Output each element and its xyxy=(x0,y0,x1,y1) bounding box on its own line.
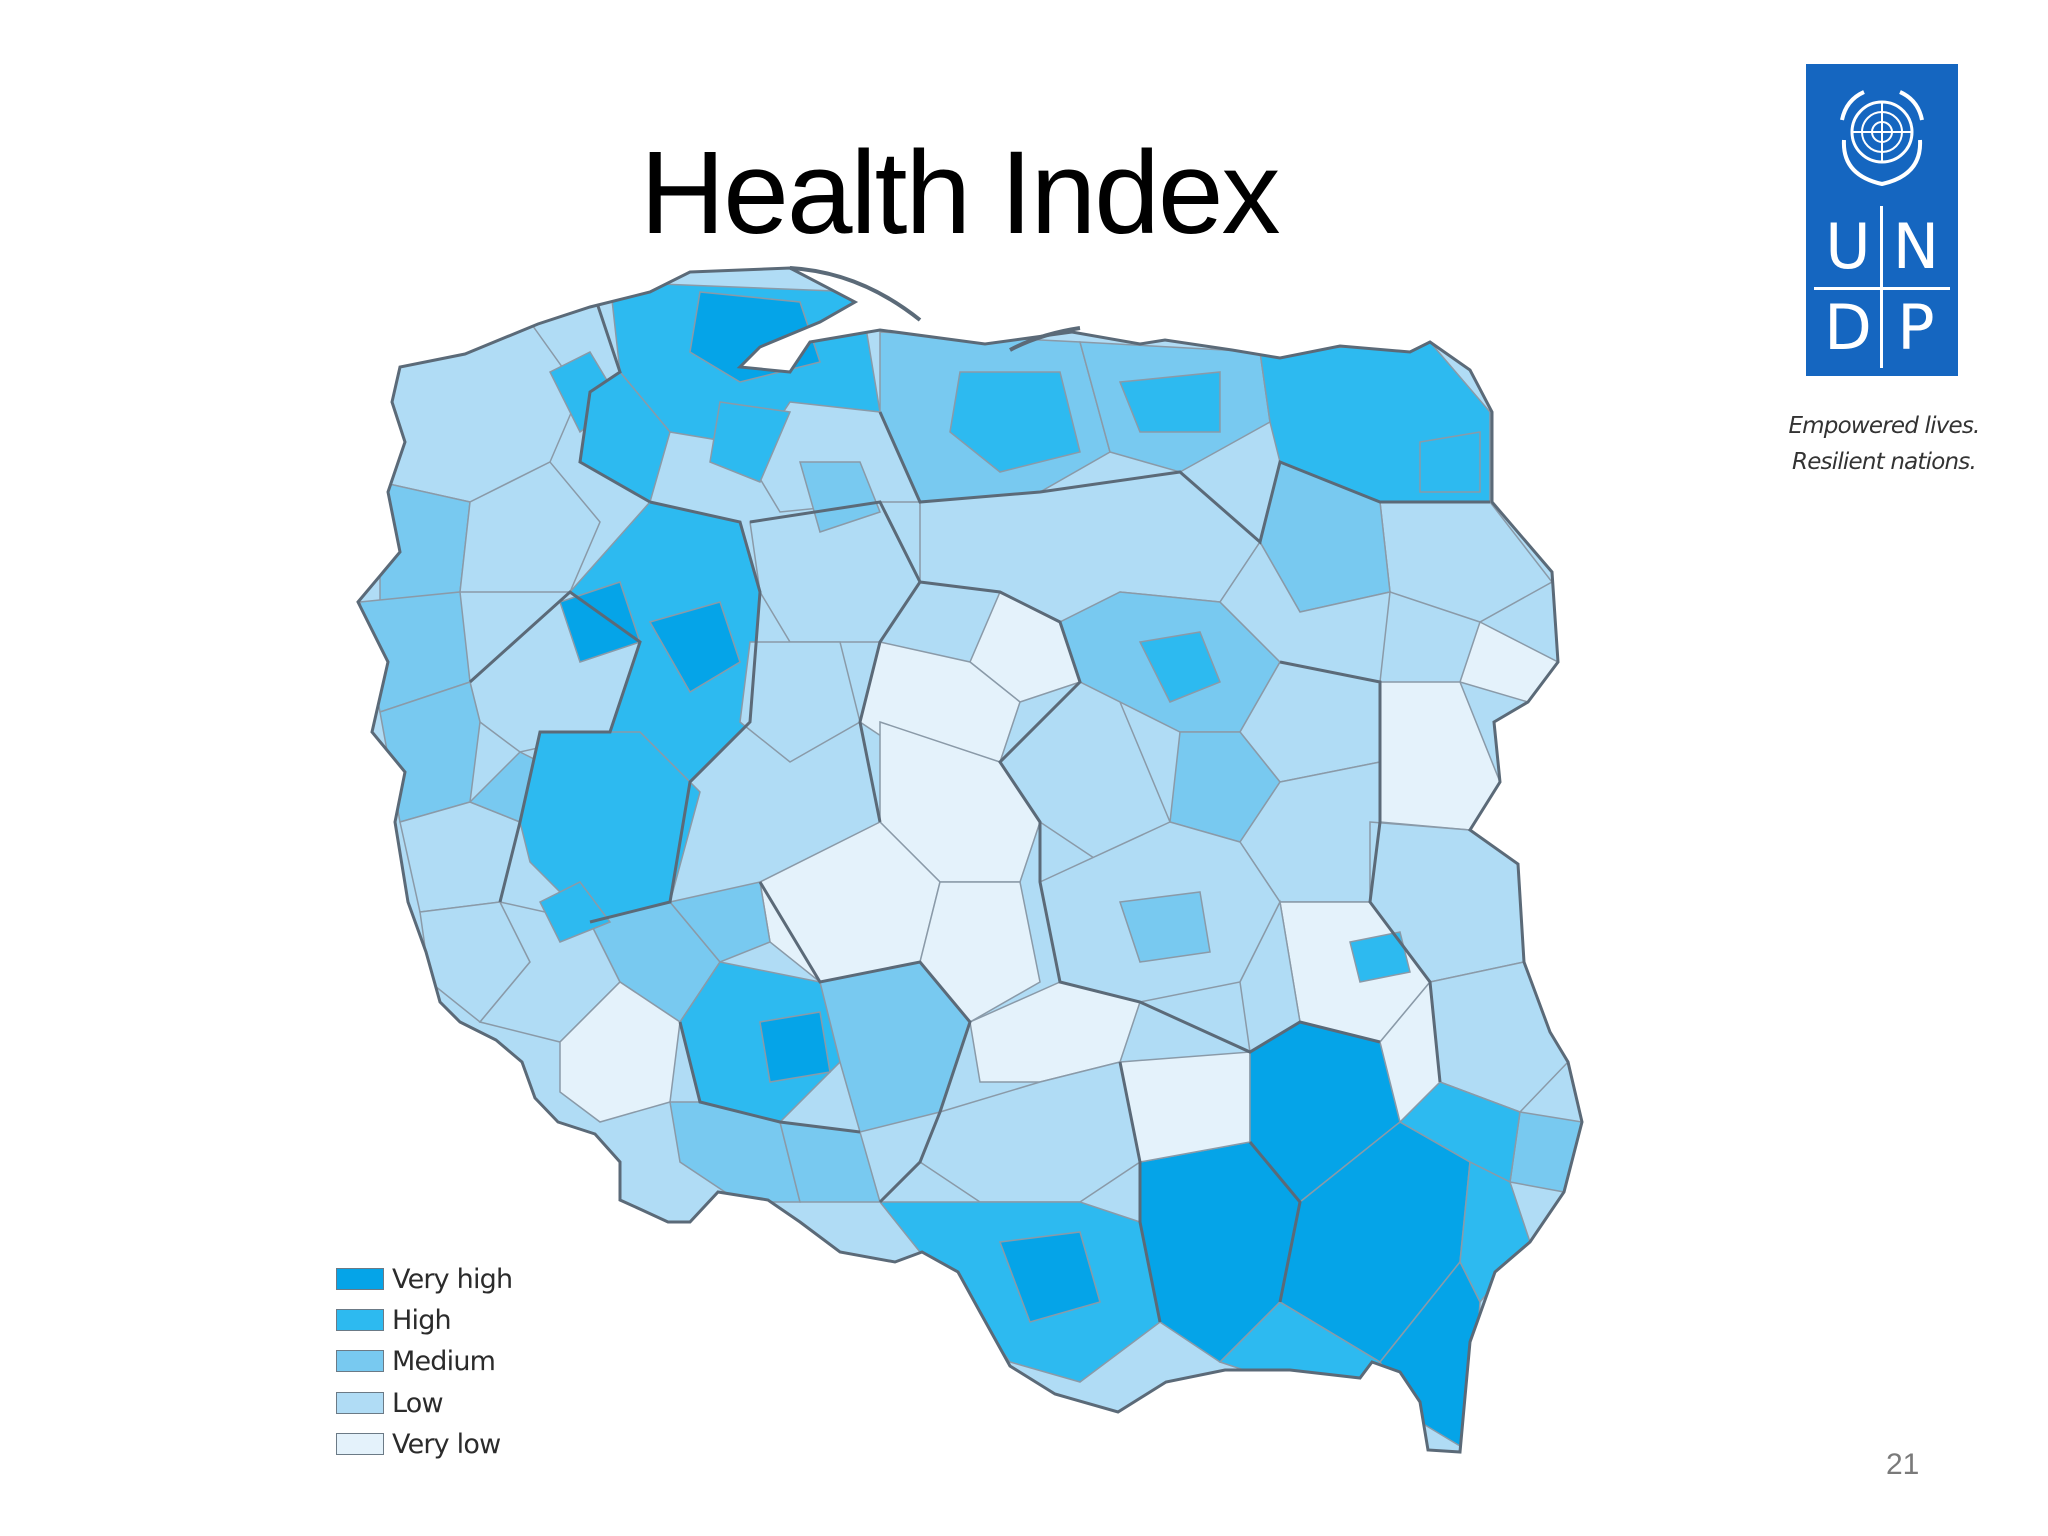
legend-swatch-low xyxy=(336,1392,384,1414)
legend-item-high: High xyxy=(336,1301,576,1341)
health-index-map xyxy=(320,262,1630,1472)
map-legend: Very high High Medium Low Very low xyxy=(336,1260,576,1460)
logo-letter-p: P xyxy=(1897,291,1935,364)
undp-letters: U N D P xyxy=(1814,206,1950,368)
tagline-line-1: Empowered lives. xyxy=(1788,413,1980,439)
legend-swatch-very-low xyxy=(336,1433,384,1455)
poland-map-svg xyxy=(356,266,1584,1454)
slide-title: Health Index xyxy=(640,127,1281,259)
page-number: 21 xyxy=(1886,1448,1920,1481)
logo-letter-u: U xyxy=(1825,210,1871,283)
legend-swatch-very-high xyxy=(336,1268,384,1290)
legend-label-very-high: Very high xyxy=(392,1264,513,1295)
legend-swatch-high xyxy=(336,1309,384,1331)
logo-letter-d: D xyxy=(1824,291,1872,364)
legend-label-low: Low xyxy=(392,1388,444,1419)
logo-letter-n: N xyxy=(1892,210,1940,283)
undp-tagline: Empowered lives. Resilient nations. xyxy=(1774,408,1994,480)
un-emblem-icon xyxy=(1840,90,1924,187)
legend-label-very-low: Very low xyxy=(392,1429,501,1460)
tagline-line-2: Resilient nations. xyxy=(1792,449,1977,475)
undp-logo: U N D P xyxy=(1806,64,1958,376)
legend-swatch-medium xyxy=(336,1350,384,1372)
logo-divider-vertical xyxy=(1880,206,1883,368)
legend-item-very-high: Very high xyxy=(336,1260,576,1300)
legend-label-high: High xyxy=(392,1305,452,1336)
legend-item-low: Low xyxy=(336,1384,576,1424)
legend-item-medium: Medium xyxy=(336,1342,576,1382)
legend-label-medium: Medium xyxy=(392,1346,496,1377)
legend-item-very-low: Very low xyxy=(336,1425,576,1465)
